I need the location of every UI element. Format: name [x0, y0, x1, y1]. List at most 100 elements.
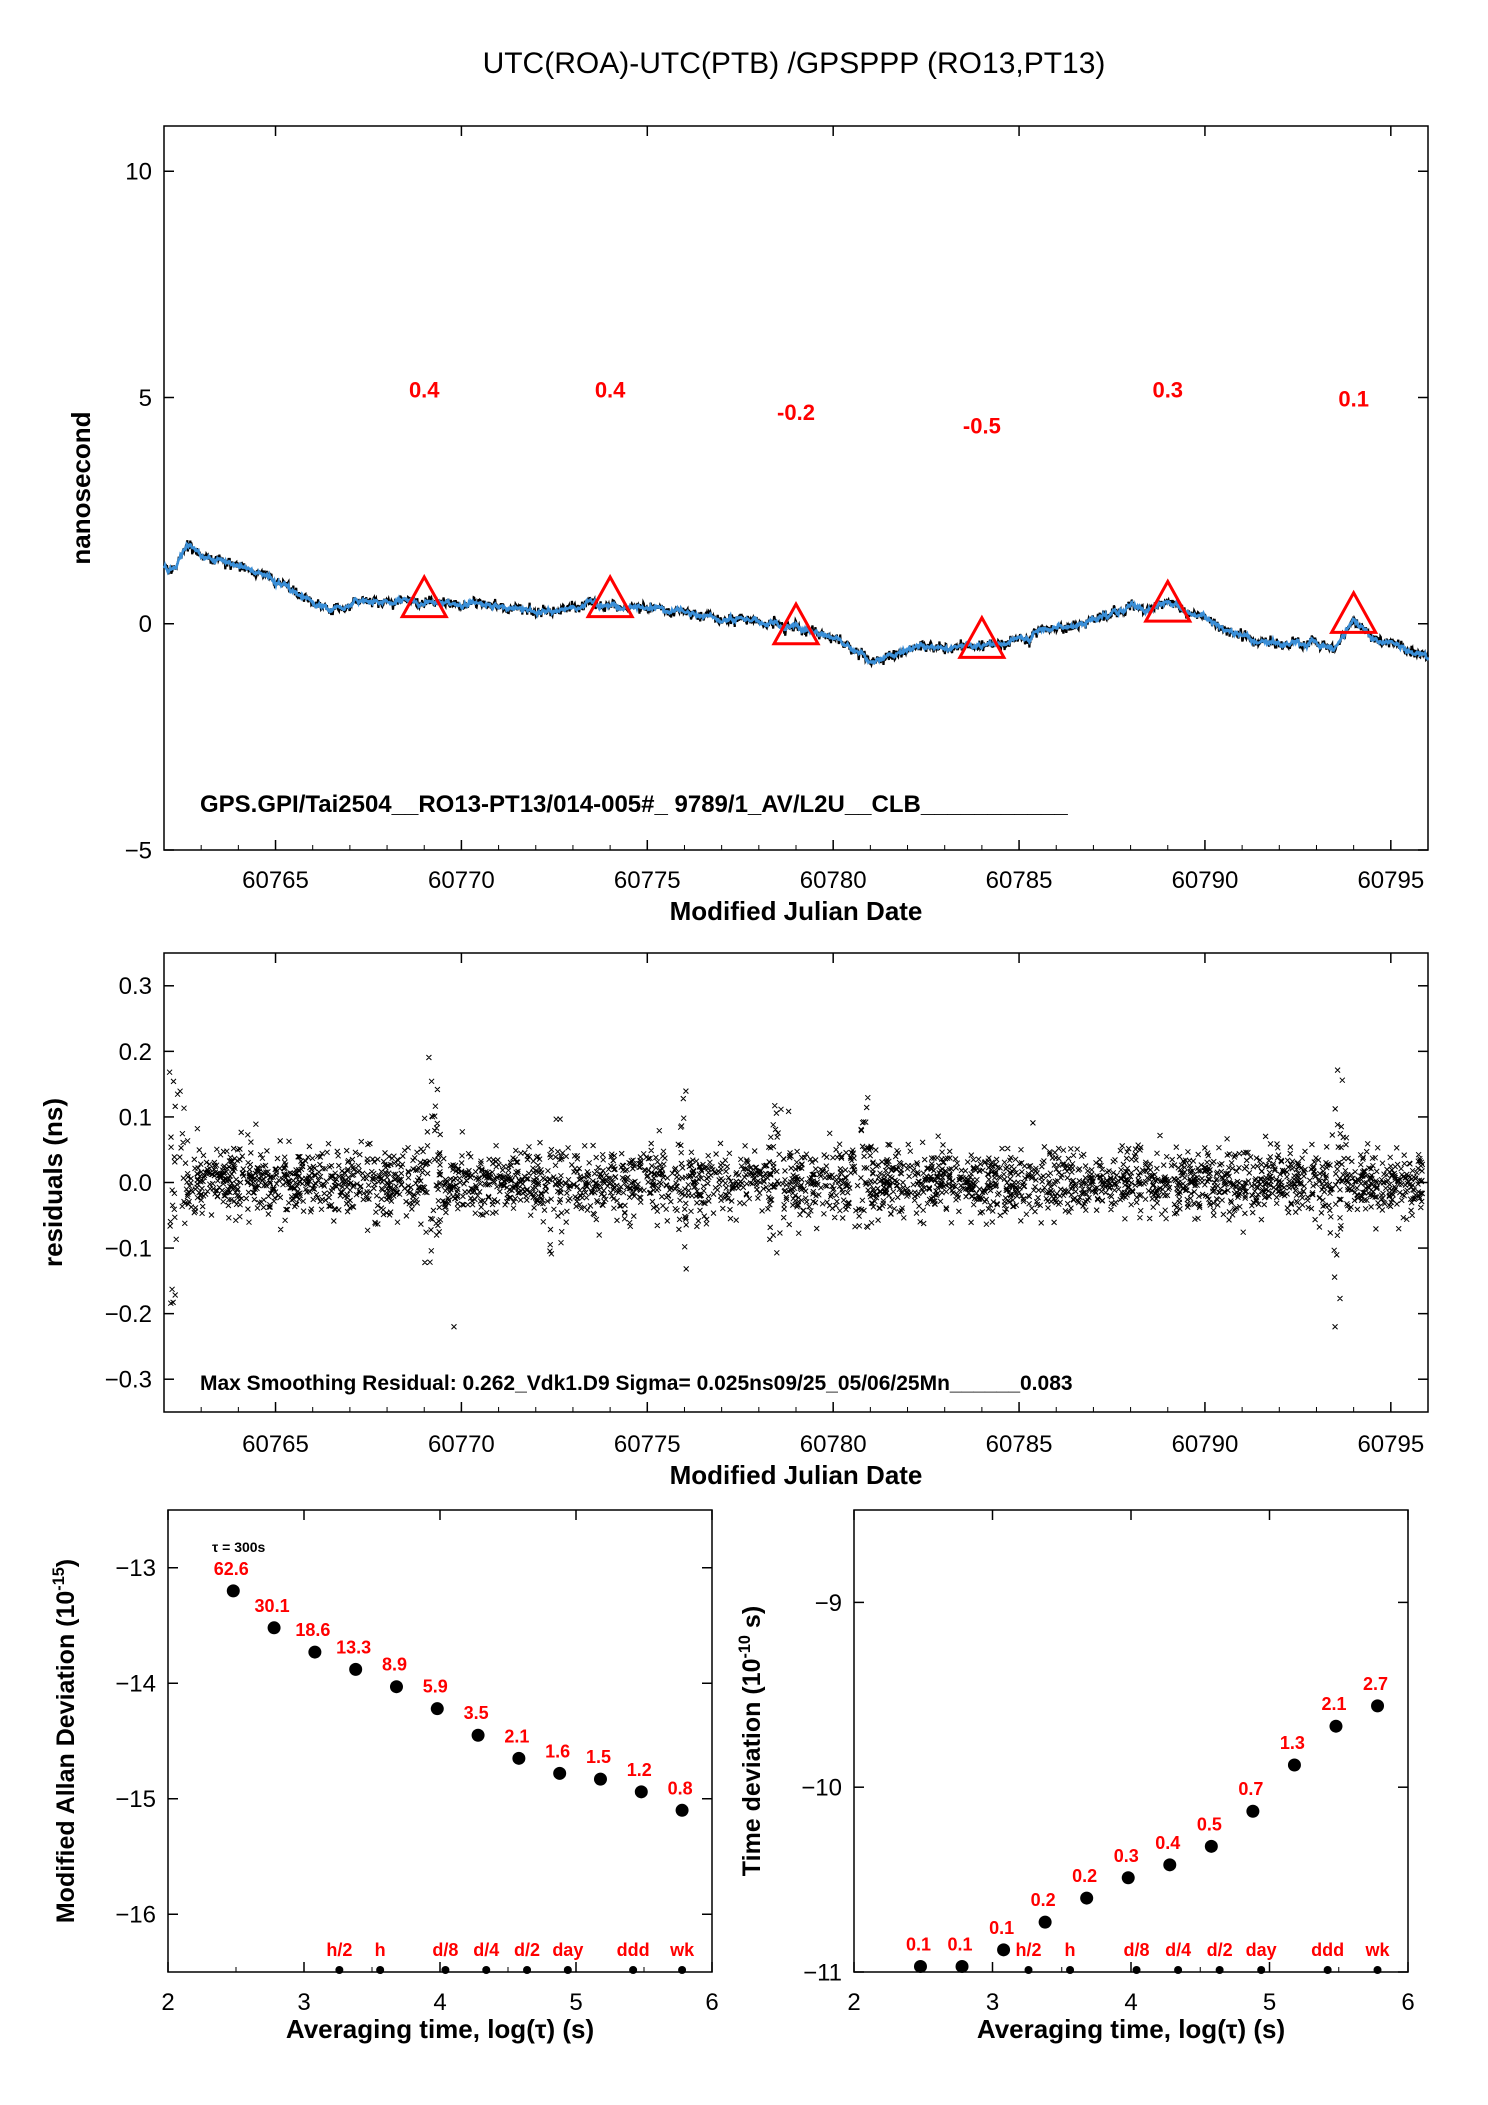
point-label: 3.5: [464, 1703, 489, 1723]
point-label: 2.1: [1321, 1694, 1346, 1714]
point-label: 0.7: [1238, 1779, 1263, 1799]
x-tick-label: 3: [297, 1989, 310, 2016]
y-tick-label: 0.1: [119, 1104, 152, 1131]
x-tick-label: 60765: [242, 867, 309, 894]
time-marker-dot: [482, 1966, 491, 1974]
x-tick-label: 3: [986, 1989, 999, 2016]
x-tick-label: 60795: [1357, 867, 1424, 894]
daily-mean-label: -0.5: [963, 414, 1001, 439]
y-tick-label: 0.0: [119, 1170, 152, 1197]
point-label: 30.1: [255, 1596, 290, 1616]
point-label: 0.2: [1072, 1866, 1097, 1886]
time-marker-dot: [335, 1966, 344, 1974]
time-marker-label: h: [375, 1940, 386, 1960]
time-marker-label: d/2: [1207, 1940, 1233, 1960]
time-marker-label: day: [552, 1940, 583, 1960]
residuals-panel: 60765 60770 60775 60780 60785 60790 60795 −0.3 −…: [38, 952, 1429, 1490]
stability-point: [1204, 1839, 1218, 1853]
point-label: 0.4: [1155, 1833, 1180, 1853]
point-label: 2.1: [504, 1726, 529, 1746]
smoothed-offset-line: [162, 541, 1430, 665]
time-marker-dot: [1215, 1966, 1224, 1974]
time-marker-dot: [1024, 1966, 1033, 1974]
stability-point: [1163, 1858, 1177, 1872]
y-axis-title: residuals (ns): [38, 1098, 68, 1267]
daily-mean-marker: [1329, 589, 1379, 634]
stability-point: [1287, 1758, 1301, 1772]
time-marker-label: ddd: [1311, 1940, 1344, 1960]
daily-mean-label: 0.3: [1152, 378, 1183, 403]
time-marker-label: h/2: [326, 1940, 352, 1960]
y-tick-label: 5: [139, 385, 152, 412]
stability-point: [593, 1772, 607, 1786]
stability-point: [675, 1803, 689, 1817]
daily-mean-marker: [1143, 578, 1193, 623]
x-tick-label: 5: [1263, 1989, 1276, 2016]
point-label: 62.6: [214, 1559, 249, 1579]
time-marker-dot: [441, 1966, 450, 1974]
time-marker-dot: [563, 1966, 572, 1974]
daily-mean-label: 0.4: [409, 378, 440, 403]
point-label: 13.3: [336, 1637, 371, 1657]
point-label: 1.5: [586, 1747, 611, 1767]
time-deviation-panel: 2 3 4 5 6 −11 −10 −9 Averaging time, log(τ) (s) T…: [736, 1509, 1415, 2044]
residual-annotation: Max Smoothing Residual: 0.262_Vdk1.D9 Si…: [200, 1372, 1073, 1395]
point-label: 0.2: [1031, 1890, 1056, 1910]
x-tick-label: 60765: [242, 1431, 309, 1458]
daily-mean-marker: [585, 573, 635, 619]
time-marker-label: d/4: [1165, 1940, 1191, 1960]
point-label: 0.3: [1114, 1846, 1139, 1866]
time-marker-dot: [523, 1966, 532, 1974]
point-label: 18.6: [295, 1620, 330, 1640]
point-label: 8.9: [382, 1655, 407, 1675]
stability-point: [389, 1680, 403, 1694]
tau-note: τ = 300s: [212, 1539, 266, 1555]
x-tick-label: 60770: [428, 867, 495, 894]
point-label: 1.2: [627, 1760, 652, 1780]
point-label: 5.9: [423, 1677, 448, 1697]
y-tick-label: −0.3: [105, 1367, 152, 1394]
time-marker-dot: [1132, 1966, 1141, 1974]
stability-point: [430, 1702, 444, 1716]
stability-point: [955, 1959, 969, 1973]
daily-mean-label: 0.4: [595, 378, 626, 403]
stability-point: [997, 1943, 1011, 1957]
x-axis-title: Modified Julian Date: [670, 896, 923, 926]
time-marker-dot: [1373, 1966, 1382, 1974]
y-tick-label: 0: [139, 611, 152, 638]
daily-mean-label: -0.2: [777, 400, 815, 425]
time-marker-label: h: [1065, 1940, 1076, 1960]
point-label: 0.1: [989, 1918, 1014, 1938]
y-tick-label: −5: [125, 837, 152, 864]
x-axis-title: Averaging time, log(τ) (s): [286, 2014, 594, 2044]
y-tick-label: −14: [115, 1671, 156, 1698]
x-axis-title: Modified Julian Date: [670, 1460, 923, 1490]
time-marker-label: wk: [669, 1940, 695, 1960]
x-tick-label: 60770: [428, 1431, 495, 1458]
stability-point: [471, 1728, 485, 1742]
point-label: 2.7: [1363, 1674, 1388, 1694]
y-tick-label: −11: [803, 1959, 842, 1986]
y-tick-label: 0.2: [119, 1039, 152, 1066]
figure-title: UTC(ROA)-UTC(PTB) /GPSPPP (RO13,PT13): [483, 47, 1106, 80]
time-marker-dot: [1174, 1966, 1183, 1974]
time-marker-label: d/8: [432, 1940, 458, 1960]
time-marker-label: wk: [1365, 1940, 1391, 1960]
stability-point: [512, 1751, 526, 1765]
allan-deviation-panel: 2 3 4 5 6 −16 −15 −14 −13 Averaging time, log(τ) …: [50, 1509, 719, 2044]
stability-point: [634, 1785, 648, 1799]
time-marker-dot: [629, 1966, 638, 1974]
x-tick-label: 4: [433, 1989, 446, 2016]
stability-point: [1246, 1804, 1260, 1818]
x-tick-label: 2: [847, 1989, 860, 2016]
x-tick-label: 60780: [800, 867, 867, 894]
x-tick-label: 4: [1124, 1989, 1137, 2016]
x-axis-title: Averaging time, log(τ) (s): [977, 2014, 1285, 2044]
y-tick-label: 0.3: [119, 973, 152, 1000]
y-tick-label: −15: [115, 1786, 156, 1813]
y-axis-title: Modified Allan Deviation (10-15): [50, 1559, 80, 1923]
x-tick-label: 6: [1401, 1989, 1414, 2016]
y-tick-label: −9: [815, 1590, 842, 1617]
x-tick-label: 2: [161, 1989, 174, 2016]
